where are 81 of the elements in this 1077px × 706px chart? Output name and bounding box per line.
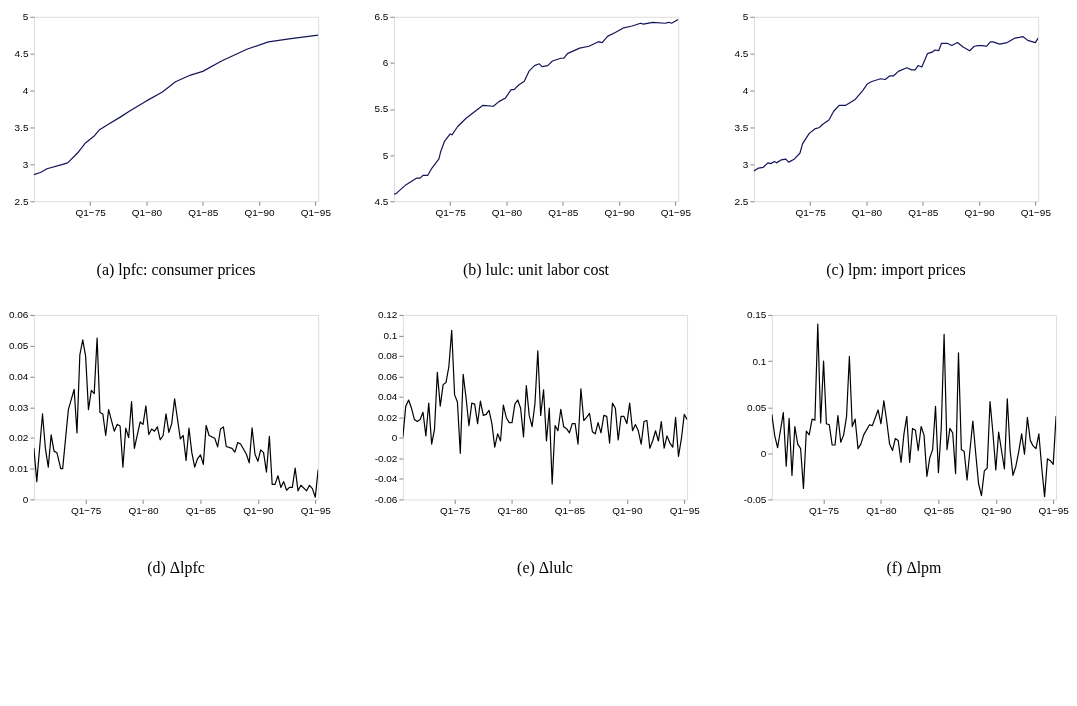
x-tick-label: Q1−90 <box>604 206 636 218</box>
x-tick-label: Q1−85 <box>185 504 217 516</box>
y-tick-label: 0.15 <box>746 309 767 321</box>
x-tick-label: Q1−95 <box>1038 504 1070 516</box>
y-tick-label: 6 <box>382 57 389 69</box>
y-tick-label: 0.05 <box>746 401 767 413</box>
y-tick-label: 0.1 <box>383 329 398 341</box>
x-tick-label: Q1−90 <box>981 504 1012 516</box>
y-tick-label: 2.5 <box>734 195 749 207</box>
y-tick-label: -0.06 <box>374 493 398 505</box>
text: (e) Δlulc <box>517 559 573 578</box>
x-tick-label: Q1−85 <box>908 206 939 218</box>
x-tick-label: Q1−95 <box>1020 206 1052 218</box>
y-tick-label: 4 <box>742 85 749 97</box>
x-tick-label: Q1−95 <box>300 504 332 516</box>
y-tick-label: 0.04 <box>377 391 398 403</box>
x-tick-label: Q1−75 <box>795 206 827 218</box>
y-tick-label: 0 <box>391 432 398 444</box>
line-series <box>393 18 679 195</box>
x-tick-label: Q1−85 <box>548 206 579 218</box>
y-tick-label: 0 <box>22 493 29 505</box>
y-tick-label: 5 <box>742 11 749 23</box>
x-tick-label: Q1−80 <box>491 206 523 218</box>
x-tick-label: Q1−95 <box>660 206 692 218</box>
y-tick-label: 0.08 <box>377 350 398 362</box>
x-tick-label: Q1−90 <box>244 206 276 218</box>
y-tick-label: -0.05 <box>743 493 767 505</box>
x-tick-label: Q1−75 <box>435 206 467 218</box>
x-tick-label: Q1−90 <box>243 504 274 516</box>
line-series <box>33 34 319 176</box>
x-tick-label: Q1−90 <box>612 504 643 516</box>
y-tick-label: 3.5 <box>14 121 29 133</box>
x-tick-label: Q1−95 <box>669 504 701 516</box>
text: (d) Δlpfc <box>147 559 205 578</box>
x-tick-label: Q1−80 <box>131 206 163 218</box>
y-tick-label: -0.04 <box>374 473 398 485</box>
y-tick-label: 5 <box>22 11 29 23</box>
y-tick-label: 0.06 <box>9 309 29 321</box>
x-tick-label: Q1−85 <box>188 206 219 218</box>
x-tick-label: Q1−90 <box>964 206 996 218</box>
y-tick-label: 4.5 <box>734 48 749 60</box>
x-tick-label: Q1−75 <box>808 504 840 516</box>
y-tick-label: 0 <box>760 447 767 459</box>
y-tick-label: 6.5 <box>374 11 389 23</box>
x-tick-label: Q1−80 <box>866 504 898 516</box>
line-series <box>33 337 319 498</box>
y-tick-label: 0.01 <box>9 463 29 475</box>
y-tick-label: 0.1 <box>752 355 767 367</box>
y-tick-label: 4.5 <box>374 195 389 207</box>
y-tick-label: 5.5 <box>374 103 389 115</box>
y-tick-label: 2.5 <box>14 195 29 207</box>
y-tick-label: 0.12 <box>377 309 398 321</box>
line-series <box>753 36 1039 172</box>
x-tick-label: Q1−95 <box>300 206 332 218</box>
x-tick-label: Q1−85 <box>923 504 955 516</box>
y-tick-label: 0.02 <box>9 432 29 444</box>
text: (a) lpfc: consumer prices <box>96 261 256 280</box>
y-tick-label: 3.5 <box>734 121 749 133</box>
x-tick-label: Q1−75 <box>75 206 107 218</box>
y-tick-label: 4 <box>22 85 29 97</box>
x-tick-label: Q1−80 <box>128 504 160 516</box>
x-tick-label: Q1−75 <box>439 504 471 516</box>
line-series <box>771 323 1057 498</box>
line-series <box>402 329 688 485</box>
x-tick-label: Q1−80 <box>851 206 883 218</box>
x-tick-label: Q1−85 <box>554 504 586 516</box>
y-tick-label: 3 <box>22 158 29 170</box>
x-tick-label: Q1−80 <box>497 504 529 516</box>
text: (f) Δlpm <box>886 559 943 578</box>
x-tick-label: Q1−75 <box>71 504 102 516</box>
y-tick-label: 0.04 <box>9 370 29 382</box>
text: (b) lulc: unit labor cost <box>462 261 610 280</box>
y-tick-label: -0.02 <box>374 452 398 464</box>
y-tick-label: 0.03 <box>9 401 29 413</box>
y-tick-label: 5 <box>382 149 389 161</box>
y-tick-label: 0.06 <box>377 370 398 382</box>
y-tick-label: 3 <box>742 158 749 170</box>
text: (c) lpm: import prices <box>826 261 966 280</box>
y-tick-label: 0.02 <box>377 411 398 423</box>
y-tick-label: 0.05 <box>9 340 29 352</box>
y-tick-label: 4.5 <box>14 48 29 60</box>
